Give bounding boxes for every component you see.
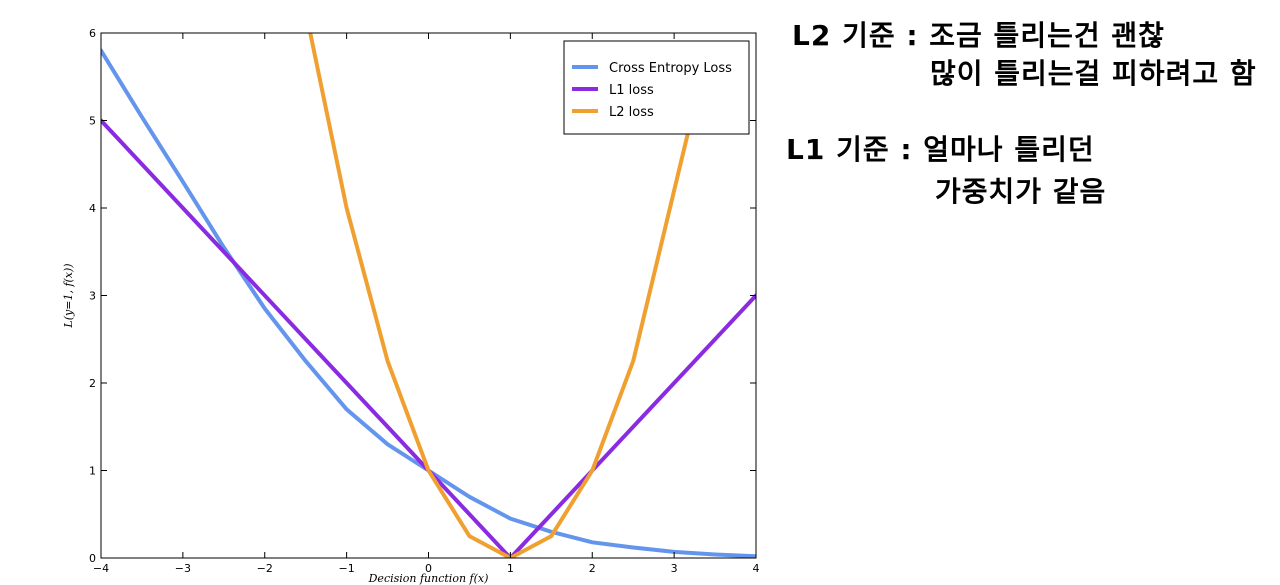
legend: Cross Entropy Loss L1 loss L2 loss (563, 40, 750, 135)
x-tick-label: −1 (339, 562, 355, 575)
handwritten-note-l2-line1: L2 기준 : 조금 틀리는건 괜찮 (792, 19, 1165, 52)
y-tick-label: 2 (89, 377, 96, 390)
handwritten-note-l1-line2: 가중치가 같음 (935, 175, 1107, 208)
legend-label-cross-entropy-loss: Cross Entropy Loss (609, 61, 732, 76)
x-tick-label: 4 (753, 562, 760, 575)
handwritten-note-l1-line1: L1 기준 : 얼마나 틀리던 (786, 133, 1095, 166)
y-tick-label: 6 (89, 27, 96, 40)
y-tick-label: 1 (89, 465, 96, 478)
x-tick-label: −3 (175, 562, 191, 575)
x-tick-label: 0 (425, 562, 432, 575)
series-line-l2-loss (308, 33, 709, 558)
x-tick-label: 2 (589, 562, 596, 575)
x-tick-label: 1 (507, 562, 514, 575)
x-tick-label: −2 (257, 562, 273, 575)
y-tick-label: 3 (89, 290, 96, 303)
y-tick-label: 4 (89, 202, 96, 215)
y-axis-label: L(y=1, f(x)) (62, 263, 75, 328)
x-tick-label: −4 (93, 562, 109, 575)
y-tick-label: 5 (89, 115, 96, 128)
legend-label-l1-loss: L1 loss (609, 83, 654, 98)
y-tick-label: 0 (89, 552, 96, 565)
legend-label-l2-loss: L2 loss (609, 105, 654, 120)
x-tick-label: 3 (671, 562, 678, 575)
series-line-l1-loss (101, 118, 756, 558)
handwritten-note-l2-line2: 많이 틀리는걸 피하려고 함 (930, 57, 1257, 90)
x-axis-label: Decision function f(x) (368, 572, 489, 585)
